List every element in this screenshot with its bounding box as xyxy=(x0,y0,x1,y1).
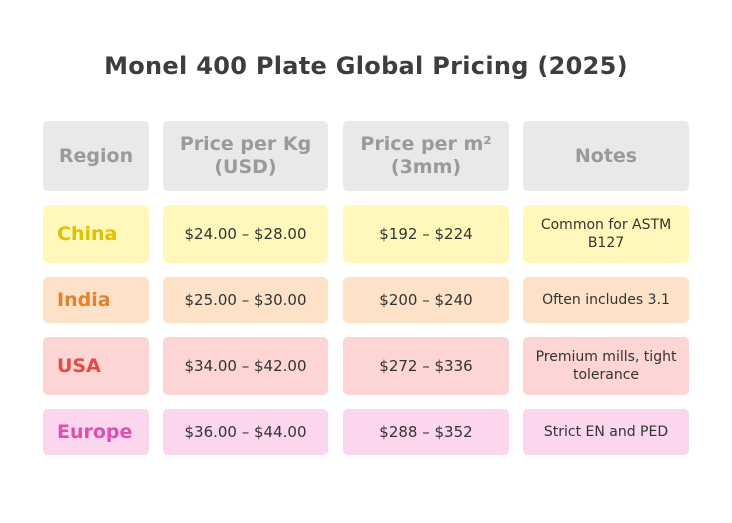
column-header-price-per-kg: Price per Kg (USD) xyxy=(163,121,328,191)
column-header-price-per-m2: Price per m² (3mm) xyxy=(343,121,509,191)
table-cell-price-per-m2: $272 – $336 xyxy=(343,337,509,395)
column-header-label: Price per Kg (USD) xyxy=(179,133,312,178)
table-cell-region: China xyxy=(43,205,149,263)
column-header-label: Region xyxy=(58,144,134,167)
chart-title: Monel 400 Plate Global Pricing (2025) xyxy=(104,52,628,80)
table-cell-region: Europe xyxy=(43,409,149,455)
table-cell-price-per-m2: $200 – $240 xyxy=(343,277,509,323)
table-cell-region: USA xyxy=(43,337,149,395)
table-cell-price-per-kg: $36.00 – $44.00 xyxy=(163,409,328,455)
table-cell-price-per-m2: $288 – $352 xyxy=(343,409,509,455)
table-cell-notes: Common for ASTM B127 xyxy=(523,205,689,263)
table-cell-region: India xyxy=(43,277,149,323)
table-cell-price-per-kg: $34.00 – $42.00 xyxy=(163,337,328,395)
table-cell-notes: Strict EN and PED xyxy=(523,409,689,455)
column-header-notes: Notes xyxy=(523,121,689,191)
table-cell-price-per-kg: $25.00 – $30.00 xyxy=(163,277,328,323)
table-cell-notes: Often includes 3.1 xyxy=(523,277,689,323)
table-cell-price-per-m2: $192 – $224 xyxy=(343,205,509,263)
column-header-label: Notes xyxy=(574,144,638,167)
table-cell-price-per-kg: $24.00 – $28.00 xyxy=(163,205,328,263)
column-header-label: Price per m² (3mm) xyxy=(360,133,492,178)
table-cell-notes: Premium mills, tight tolerance xyxy=(523,337,689,395)
column-header-region: Region xyxy=(43,121,149,191)
